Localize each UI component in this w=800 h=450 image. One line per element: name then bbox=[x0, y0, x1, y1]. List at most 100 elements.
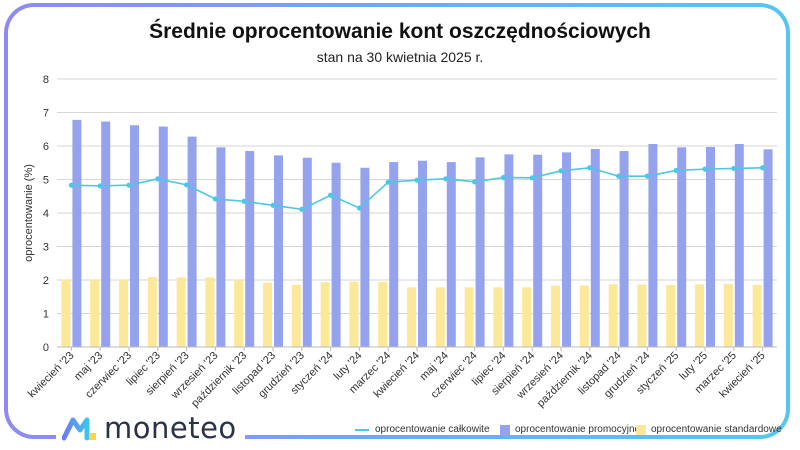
bar-promocyjne bbox=[562, 152, 571, 347]
bar-standardowe bbox=[637, 284, 647, 347]
bar-promocyjne bbox=[590, 149, 600, 347]
bar-standardowe bbox=[263, 282, 272, 347]
bar-promocyjne bbox=[504, 154, 514, 347]
legend-item-standard: oprocentowanie standardowe bbox=[636, 424, 782, 435]
bar-promocyjne bbox=[158, 126, 168, 347]
point-calkowite bbox=[443, 176, 449, 182]
legend-item-total: oprocentowanie całkowite bbox=[355, 424, 490, 435]
y-tick-label: 2 bbox=[43, 275, 49, 287]
y-tick-label: 5 bbox=[43, 175, 49, 187]
y-tick-label: 7 bbox=[43, 108, 49, 120]
bar-promocyjne bbox=[331, 162, 341, 347]
point-calkowite bbox=[702, 166, 708, 172]
brand-name: moneteo bbox=[104, 411, 237, 445]
point-calkowite bbox=[68, 182, 74, 188]
point-calkowite bbox=[529, 175, 535, 181]
bar-promocyjne bbox=[245, 151, 255, 347]
bar-standardowe bbox=[61, 279, 71, 347]
bar-standardowe bbox=[695, 284, 704, 347]
bar-promocyjne bbox=[446, 162, 456, 347]
y-tick-label: 8 bbox=[43, 74, 49, 86]
bar-standardowe bbox=[464, 287, 474, 347]
point-calkowite bbox=[97, 183, 103, 189]
bar-promocyjne bbox=[763, 149, 773, 347]
bar-standardowe bbox=[291, 284, 301, 347]
chart-title: Średnie oprocentowanie kont oszczędności… bbox=[149, 20, 651, 43]
bar-promocyjne bbox=[677, 147, 687, 347]
legend-label-standard: oprocentowanie standardowe bbox=[651, 424, 782, 435]
bar-promocyjne bbox=[72, 119, 82, 348]
point-calkowite bbox=[616, 173, 622, 179]
point-calkowite bbox=[328, 192, 334, 198]
legend-box-swatch bbox=[636, 424, 646, 435]
bar-standardowe bbox=[378, 281, 388, 347]
point-calkowite bbox=[673, 167, 679, 174]
legend-box-swatch bbox=[500, 424, 510, 435]
bar-promocyjne bbox=[274, 155, 283, 347]
y-axis-label: oprocentowanie (%) bbox=[23, 164, 35, 262]
point-calkowite bbox=[270, 202, 276, 208]
y-tick-label: 1 bbox=[43, 309, 49, 321]
bar-promocyjne bbox=[734, 143, 744, 347]
bar-standardowe bbox=[205, 277, 215, 347]
bar-standardowe bbox=[90, 279, 100, 347]
bar-standardowe bbox=[435, 287, 445, 347]
point-calkowite bbox=[558, 168, 564, 174]
bar-standardowe bbox=[551, 285, 560, 347]
y-tick-label: 3 bbox=[43, 242, 49, 254]
point-calkowite bbox=[356, 205, 362, 211]
bar-promocyjne bbox=[706, 147, 715, 347]
bar-standardowe bbox=[522, 287, 532, 347]
point-calkowite bbox=[385, 179, 391, 185]
point-calkowite bbox=[126, 182, 132, 188]
point-calkowite bbox=[731, 165, 737, 172]
point-calkowite bbox=[184, 182, 190, 188]
point-calkowite bbox=[587, 165, 593, 171]
point-calkowite bbox=[500, 174, 506, 181]
bar-promocyjne bbox=[101, 121, 111, 347]
chart-subtitle: stan na 30 kwietnia 2025 r. bbox=[316, 49, 484, 65]
bar-standardowe bbox=[579, 285, 589, 347]
point-calkowite bbox=[414, 177, 420, 183]
point-calkowite bbox=[760, 165, 766, 171]
bar-standardowe bbox=[666, 285, 676, 347]
x-tick-label: kwiecień '23 bbox=[26, 350, 77, 401]
bar-promocyjne bbox=[533, 154, 543, 347]
bar-standardowe bbox=[752, 285, 762, 347]
bar-promocyjne bbox=[475, 157, 485, 347]
bar-promocyjne bbox=[648, 143, 658, 347]
bar-standardowe bbox=[723, 284, 733, 347]
point-calkowite bbox=[155, 176, 161, 182]
legend-line-swatch bbox=[355, 428, 369, 431]
bar-standardowe bbox=[147, 276, 157, 347]
point-calkowite bbox=[644, 173, 651, 179]
bar-standardowe bbox=[320, 282, 330, 347]
bar-standardowe bbox=[349, 281, 359, 347]
point-calkowite bbox=[212, 196, 218, 202]
bar-promocyjne bbox=[187, 136, 197, 347]
line-calkowite bbox=[71, 166, 763, 211]
bar-standardowe bbox=[493, 287, 503, 347]
bar-promocyjne bbox=[130, 125, 139, 347]
legend-item-promo: oprocentowanie promocyjne bbox=[500, 424, 640, 435]
brand-logo: moneteo bbox=[56, 410, 245, 446]
y-tick-label: 0 bbox=[43, 342, 49, 354]
point-calkowite bbox=[299, 206, 305, 212]
bar-standardowe bbox=[119, 279, 128, 347]
bar-promocyjne bbox=[302, 157, 312, 347]
bar-promocyjne bbox=[619, 151, 629, 347]
legend-label-promo: oprocentowanie promocyjne bbox=[515, 424, 641, 435]
bar-standardowe bbox=[234, 280, 244, 347]
y-tick-label: 4 bbox=[43, 208, 49, 220]
point-calkowite bbox=[472, 179, 478, 185]
legend-label-total: oprocentowanie całkowite bbox=[375, 424, 490, 435]
bar-promocyjne bbox=[360, 167, 370, 347]
bar-standardowe bbox=[608, 284, 618, 347]
point-calkowite bbox=[241, 198, 247, 204]
y-tick-label: 6 bbox=[43, 141, 49, 153]
bar-standardowe bbox=[407, 287, 416, 347]
bar-promocyjne bbox=[216, 147, 226, 347]
moneteo-logo-icon bbox=[62, 417, 96, 441]
bar-promocyjne bbox=[389, 162, 399, 347]
